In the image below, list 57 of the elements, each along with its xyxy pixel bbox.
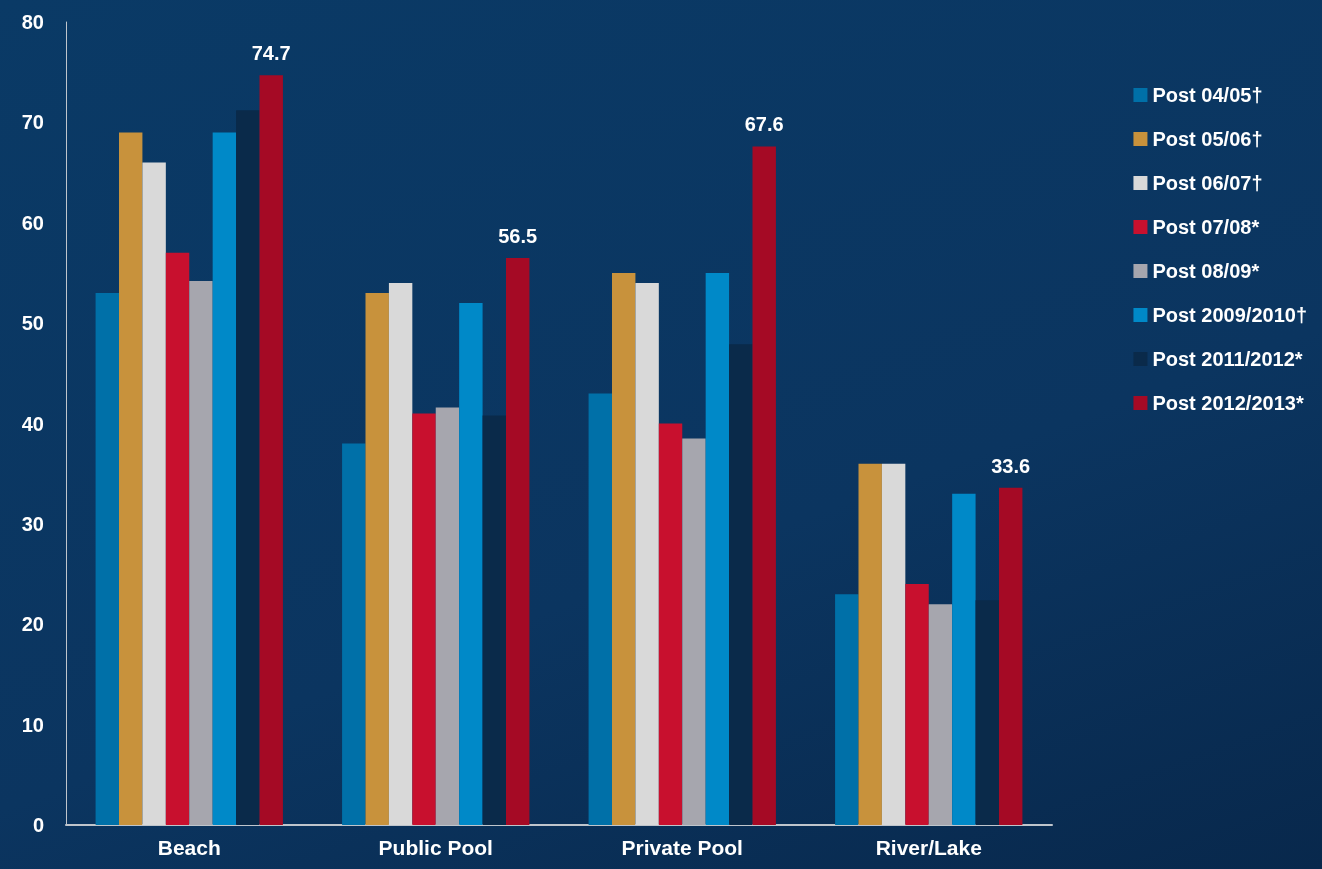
- legend-label: Post 08/09*: [1152, 260, 1260, 282]
- x-tick-label: Beach: [157, 836, 221, 859]
- legend-label: Post 2012/2013*: [1152, 392, 1304, 414]
- y-tick-label: 40: [21, 412, 44, 435]
- bar: [682, 438, 706, 825]
- bar: [259, 75, 283, 825]
- bar: [482, 415, 506, 825]
- y-tick-label: 50: [21, 312, 44, 335]
- bar: [752, 146, 776, 825]
- bar: [459, 303, 483, 825]
- bar: [119, 132, 143, 825]
- data-label: 67.6: [744, 113, 784, 136]
- bar: [635, 282, 659, 825]
- bar: [236, 110, 260, 825]
- bar: [95, 293, 119, 825]
- bar: [612, 272, 636, 825]
- bar: [165, 252, 190, 825]
- bar: [388, 282, 413, 825]
- bar: [858, 463, 882, 825]
- bar: [365, 293, 389, 825]
- y-tick-label: 10: [21, 713, 44, 736]
- bar: [212, 132, 237, 825]
- y-tick-label: 80: [21, 11, 44, 33]
- bar: [189, 280, 213, 825]
- y-tick-label: 70: [21, 111, 44, 134]
- bar: [999, 487, 1023, 825]
- bar: [881, 463, 906, 825]
- legend-label: Post 2011/2012*: [1152, 348, 1303, 370]
- bar: [588, 393, 612, 825]
- bar: [342, 443, 366, 825]
- bar: [905, 584, 929, 825]
- y-tick-label: 30: [21, 512, 44, 535]
- data-label: 74.7: [251, 42, 291, 65]
- legend-label: Post 07/08*: [1152, 216, 1260, 238]
- y-tick-label: 60: [21, 211, 44, 234]
- x-tick-label: Private Pool: [621, 836, 743, 859]
- bar: [412, 413, 436, 825]
- legend-label: Post 2009/2010†: [1152, 304, 1307, 326]
- x-tick-label: Public Pool: [378, 836, 493, 859]
- x-tick-label: River/Lake: [875, 836, 982, 859]
- data-label: 33.6: [991, 454, 1031, 477]
- bar: [142, 162, 166, 825]
- data-label: 56.5: [498, 224, 538, 247]
- bar: [952, 493, 976, 825]
- bar: [835, 594, 859, 825]
- legend-label: Post 05/06†: [1152, 128, 1263, 150]
- bar: [928, 604, 953, 825]
- bar: [506, 257, 530, 825]
- bar: [705, 272, 730, 825]
- bar: [975, 600, 999, 825]
- y-tick-label: 20: [21, 613, 44, 636]
- bar: [435, 407, 460, 825]
- legend-label: Post 04/05†: [1152, 84, 1263, 106]
- bar: [729, 344, 753, 825]
- y-tick-label: 0: [32, 814, 44, 836]
- legend-label: Post 06/07†: [1152, 172, 1263, 194]
- bar: [658, 423, 683, 825]
